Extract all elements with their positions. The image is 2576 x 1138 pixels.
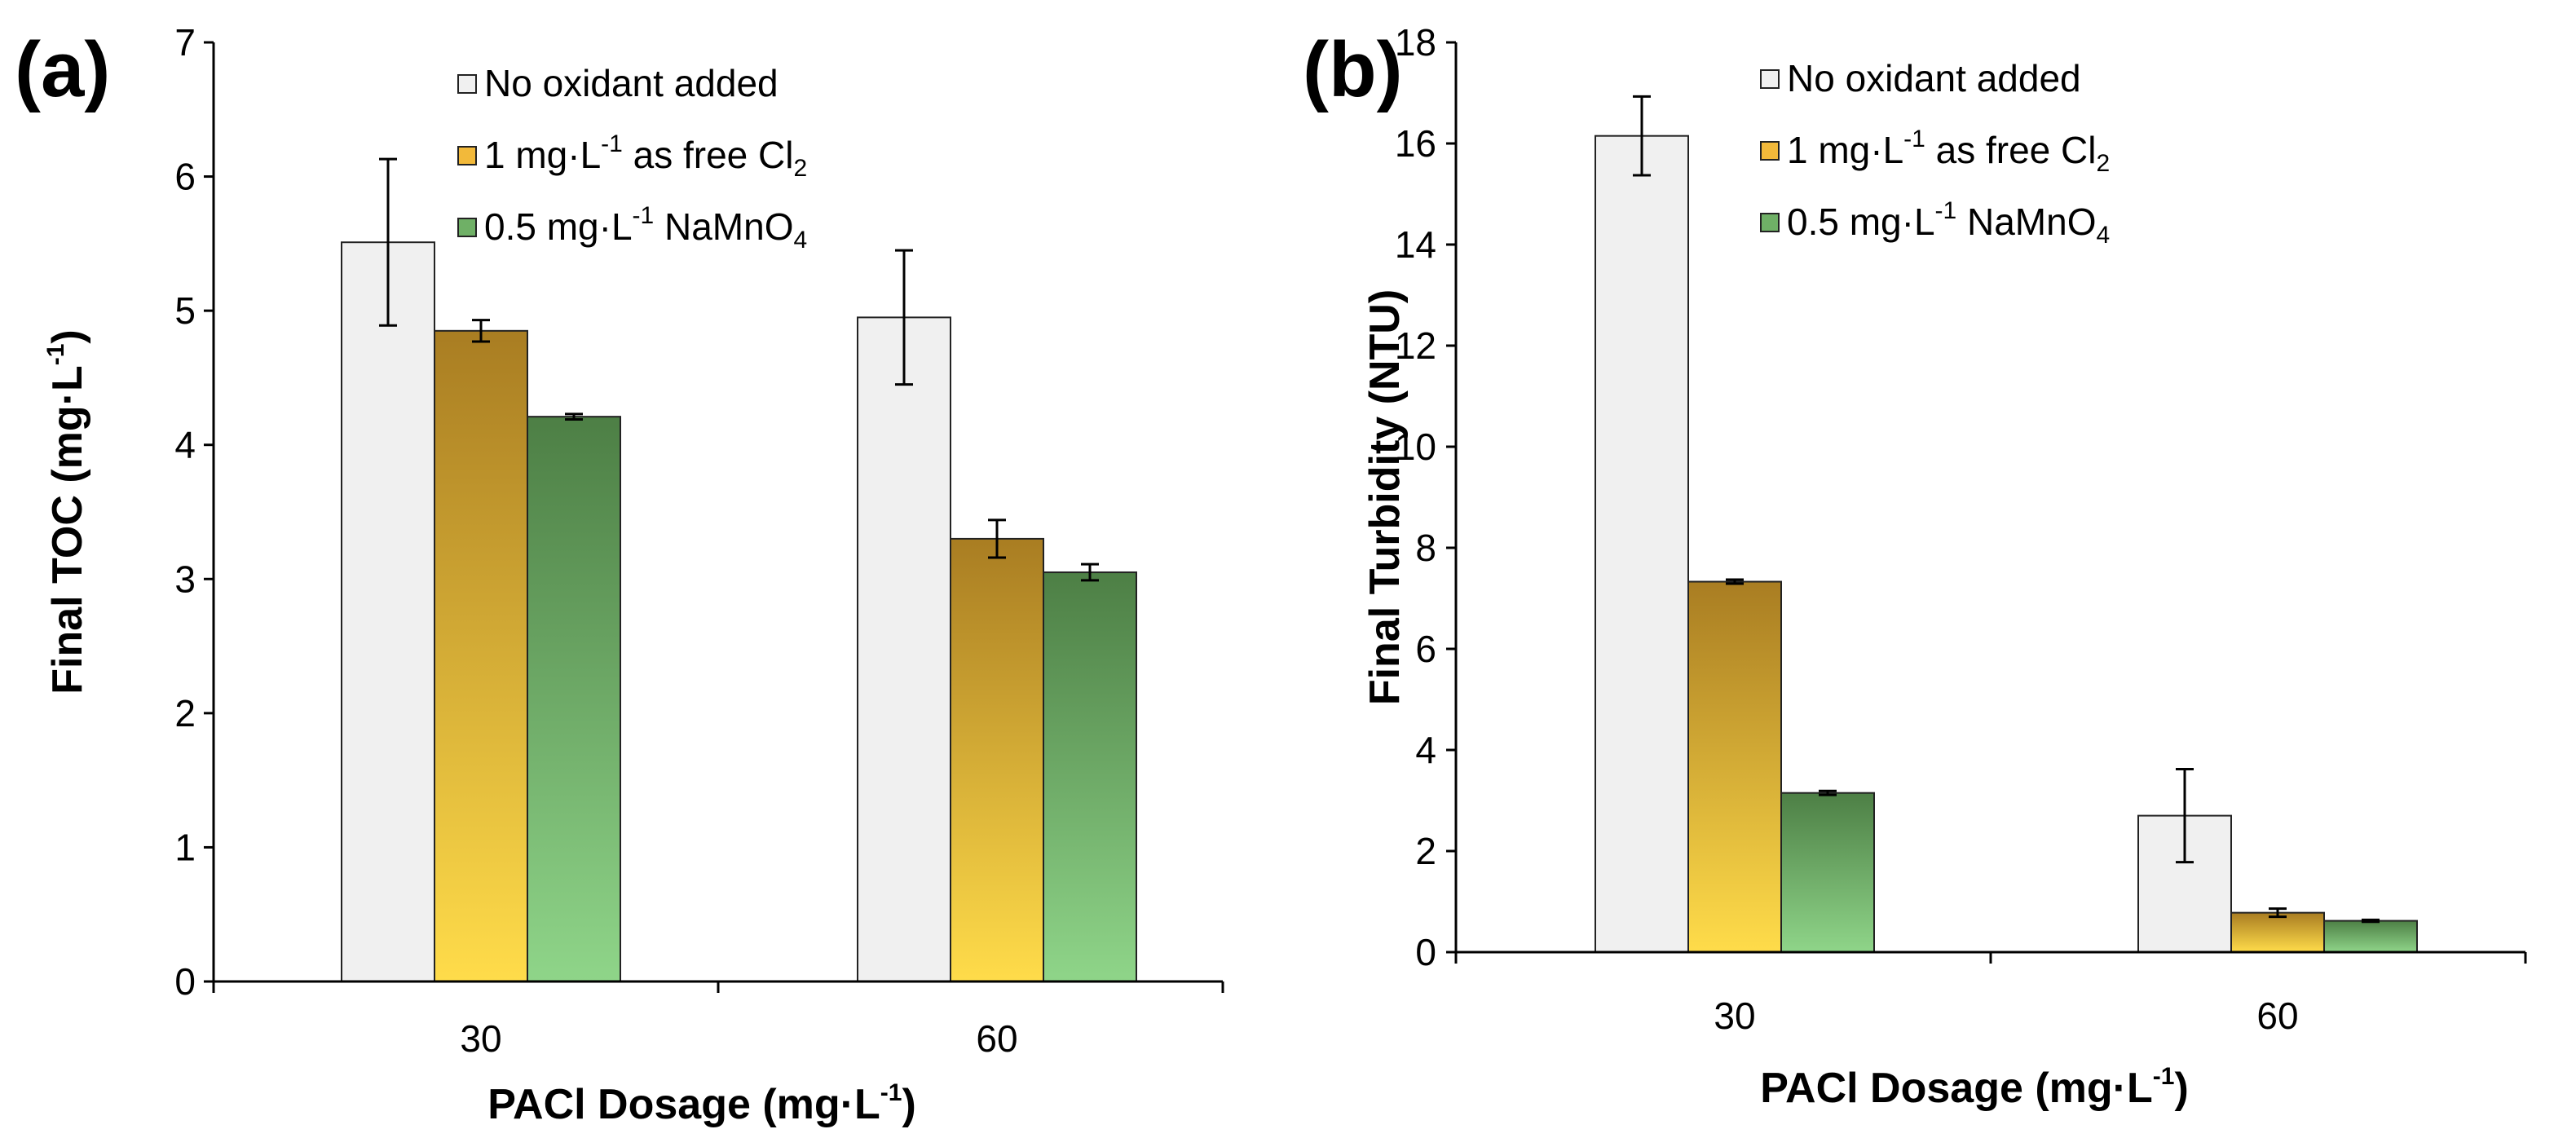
y-axis-title: Final Turbidity (NTU) (1361, 289, 1409, 705)
y-tick-label: 4 (174, 424, 196, 466)
legend-swatch-2 (457, 218, 477, 237)
error-bar-series-0-cat-0 (379, 157, 397, 327)
error-bar-series-1-cat-1 (988, 518, 1006, 559)
chart-panel-b: (b) 0 2 4 6 8 10 12 14 16 18 30 60 PACl Dosage (mg·L-… (1303, 21, 2527, 1112)
y-tick-label: 7 (174, 21, 196, 64)
y-tick-label: 0 (1415, 931, 1436, 973)
y-tick-label: 12 (1395, 324, 1436, 367)
bar-series-1-cat-1 (2230, 911, 2325, 954)
legend-swatch-2 (1760, 213, 1780, 232)
error-bar-series-1-cat-0 (472, 319, 490, 343)
x-tick-label: 60 (2256, 995, 2298, 1037)
y-tick-label: 6 (174, 156, 196, 198)
error-bar-series-2-cat-0 (565, 412, 583, 421)
y-tick-label: 1 (174, 826, 196, 868)
bar-series-0-cat-0 (341, 241, 435, 982)
error-bar-series-0-cat-1 (2176, 768, 2194, 864)
y-tick-label: 18 (1395, 21, 1436, 64)
legend-entry-2: 0.5 mg·L-1 NaMnO4 (1787, 197, 2110, 249)
error-bar-series-2-cat-1 (2362, 918, 2380, 924)
bar-series-0-cat-1 (857, 316, 951, 983)
x-tick-label: 30 (460, 1017, 501, 1060)
x-axis-title: PACl Dosage (mg·L-1) (487, 1079, 916, 1128)
error-bar-series-2-cat-0 (1819, 789, 1837, 796)
y-tick-label: 10 (1395, 426, 1436, 468)
legend-swatch-1 (1760, 141, 1780, 161)
legend-entry-2: 0.5 mg·L-1 NaMnO4 (484, 202, 807, 254)
legend-swatch-0 (457, 74, 477, 94)
error-bar-series-2-cat-1 (1081, 562, 1099, 582)
x-tick-label: 30 (1714, 995, 1755, 1037)
legend-entry-1: 1 mg·L-1 as free Cl2 (1787, 126, 2110, 177)
panel-label: (a) (15, 26, 110, 113)
bar-series-2-cat-0 (1780, 792, 1875, 954)
x-tick-label: 60 (976, 1017, 1017, 1060)
y-tick-label: 4 (1415, 729, 1436, 771)
y-tick-label: 3 (174, 558, 196, 600)
x-axis-title: PACl Dosage (mg·L-1) (1760, 1063, 2189, 1112)
bar-series-1-cat-0 (434, 329, 528, 983)
legend-swatch-0 (1760, 69, 1780, 89)
panel-label: (b) (1303, 26, 1403, 113)
y-tick-label: 5 (174, 289, 196, 332)
bar-series-2-cat-1 (1043, 571, 1137, 982)
error-bar-series-0-cat-1 (895, 249, 913, 386)
error-bar-series-1-cat-1 (2269, 907, 2287, 919)
legend-entry-1: 1 mg·L-1 as free Cl2 (484, 130, 807, 182)
bar-series-2-cat-0 (527, 416, 621, 982)
bar-series-0-cat-0 (1595, 135, 1689, 953)
bar-series-1-cat-0 (1687, 580, 1782, 953)
y-tick-label: 0 (174, 960, 196, 1003)
y-tick-label: 6 (1415, 628, 1436, 670)
bar-series-1-cat-1 (950, 537, 1044, 982)
legend-entry-0: No oxidant added (484, 62, 779, 104)
y-axis-title: Final TOC (mg·L-1) (42, 329, 91, 694)
error-bar-series-1-cat-0 (1726, 578, 1744, 585)
legend-swatch-1 (457, 146, 477, 165)
chart-panel-a: (a) 0 1 2 3 4 5 6 7 30 60 PACl Dosage (mg·L-1) Final… (15, 21, 1224, 1128)
y-tick-label: 16 (1395, 122, 1436, 165)
legend-entry-0: No oxidant added (1787, 57, 2081, 99)
y-tick-label: 14 (1395, 223, 1436, 266)
error-bar-series-0-cat-0 (1633, 95, 1651, 177)
y-tick-label: 2 (174, 692, 196, 734)
y-tick-label: 8 (1415, 527, 1436, 569)
bar-series-2-cat-1 (2323, 920, 2418, 954)
y-tick-label: 2 (1415, 830, 1436, 872)
